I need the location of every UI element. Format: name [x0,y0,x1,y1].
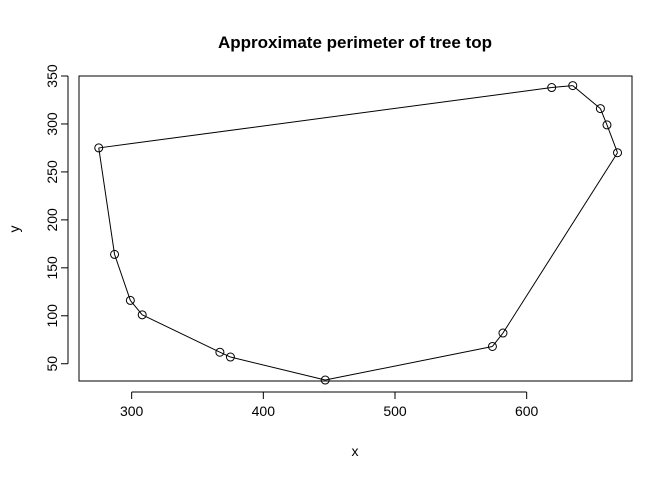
data-point [487,341,497,351]
data-point [498,328,508,338]
series-segment [98,147,116,255]
y-tick-label: 300 [44,112,60,136]
y-axis-title: y [6,226,22,233]
series-segment [230,356,326,381]
series-segment [502,152,618,334]
data-point [110,249,120,259]
x-tick-label: 400 [252,403,276,419]
y-tick-label: 250 [44,160,60,184]
data-point [613,148,623,158]
x-tick-label: 300 [120,403,144,419]
y-tick-label: 350 [44,64,60,88]
series-points [94,81,623,385]
data-point [547,83,557,93]
data-point [125,295,135,305]
x-axis: 300 400 500 600 [120,391,539,419]
x-axis-title: x [352,443,359,459]
y-tick-label: 100 [44,304,60,328]
y-axis: 50 100 150 200 250 300 350 [44,64,69,372]
chart-title: Approximate perimeter of tree top [218,33,492,52]
series-segment [599,108,608,126]
series-segment [141,314,221,353]
data-point [215,347,225,357]
data-point [602,120,612,130]
data-point [595,104,605,114]
series-segment [492,332,504,347]
series-segment [219,351,231,358]
y-tick-label: 50 [44,356,60,372]
data-point [320,375,330,385]
plot-frame [78,75,633,382]
x-tick-label: 600 [515,403,539,419]
y-tick-label: 200 [44,208,60,232]
x-tick-label: 500 [383,403,407,419]
series-segment [114,254,131,301]
data-point [225,352,235,362]
data-point [137,310,147,320]
series-segment [572,85,601,109]
series-segment [325,345,493,381]
series-lines [98,85,618,381]
series-segment [129,300,143,316]
y-tick-label: 150 [44,256,60,280]
data-point [568,81,578,91]
series-segment [98,87,552,149]
data-point [94,143,104,153]
series-segment [606,124,618,153]
